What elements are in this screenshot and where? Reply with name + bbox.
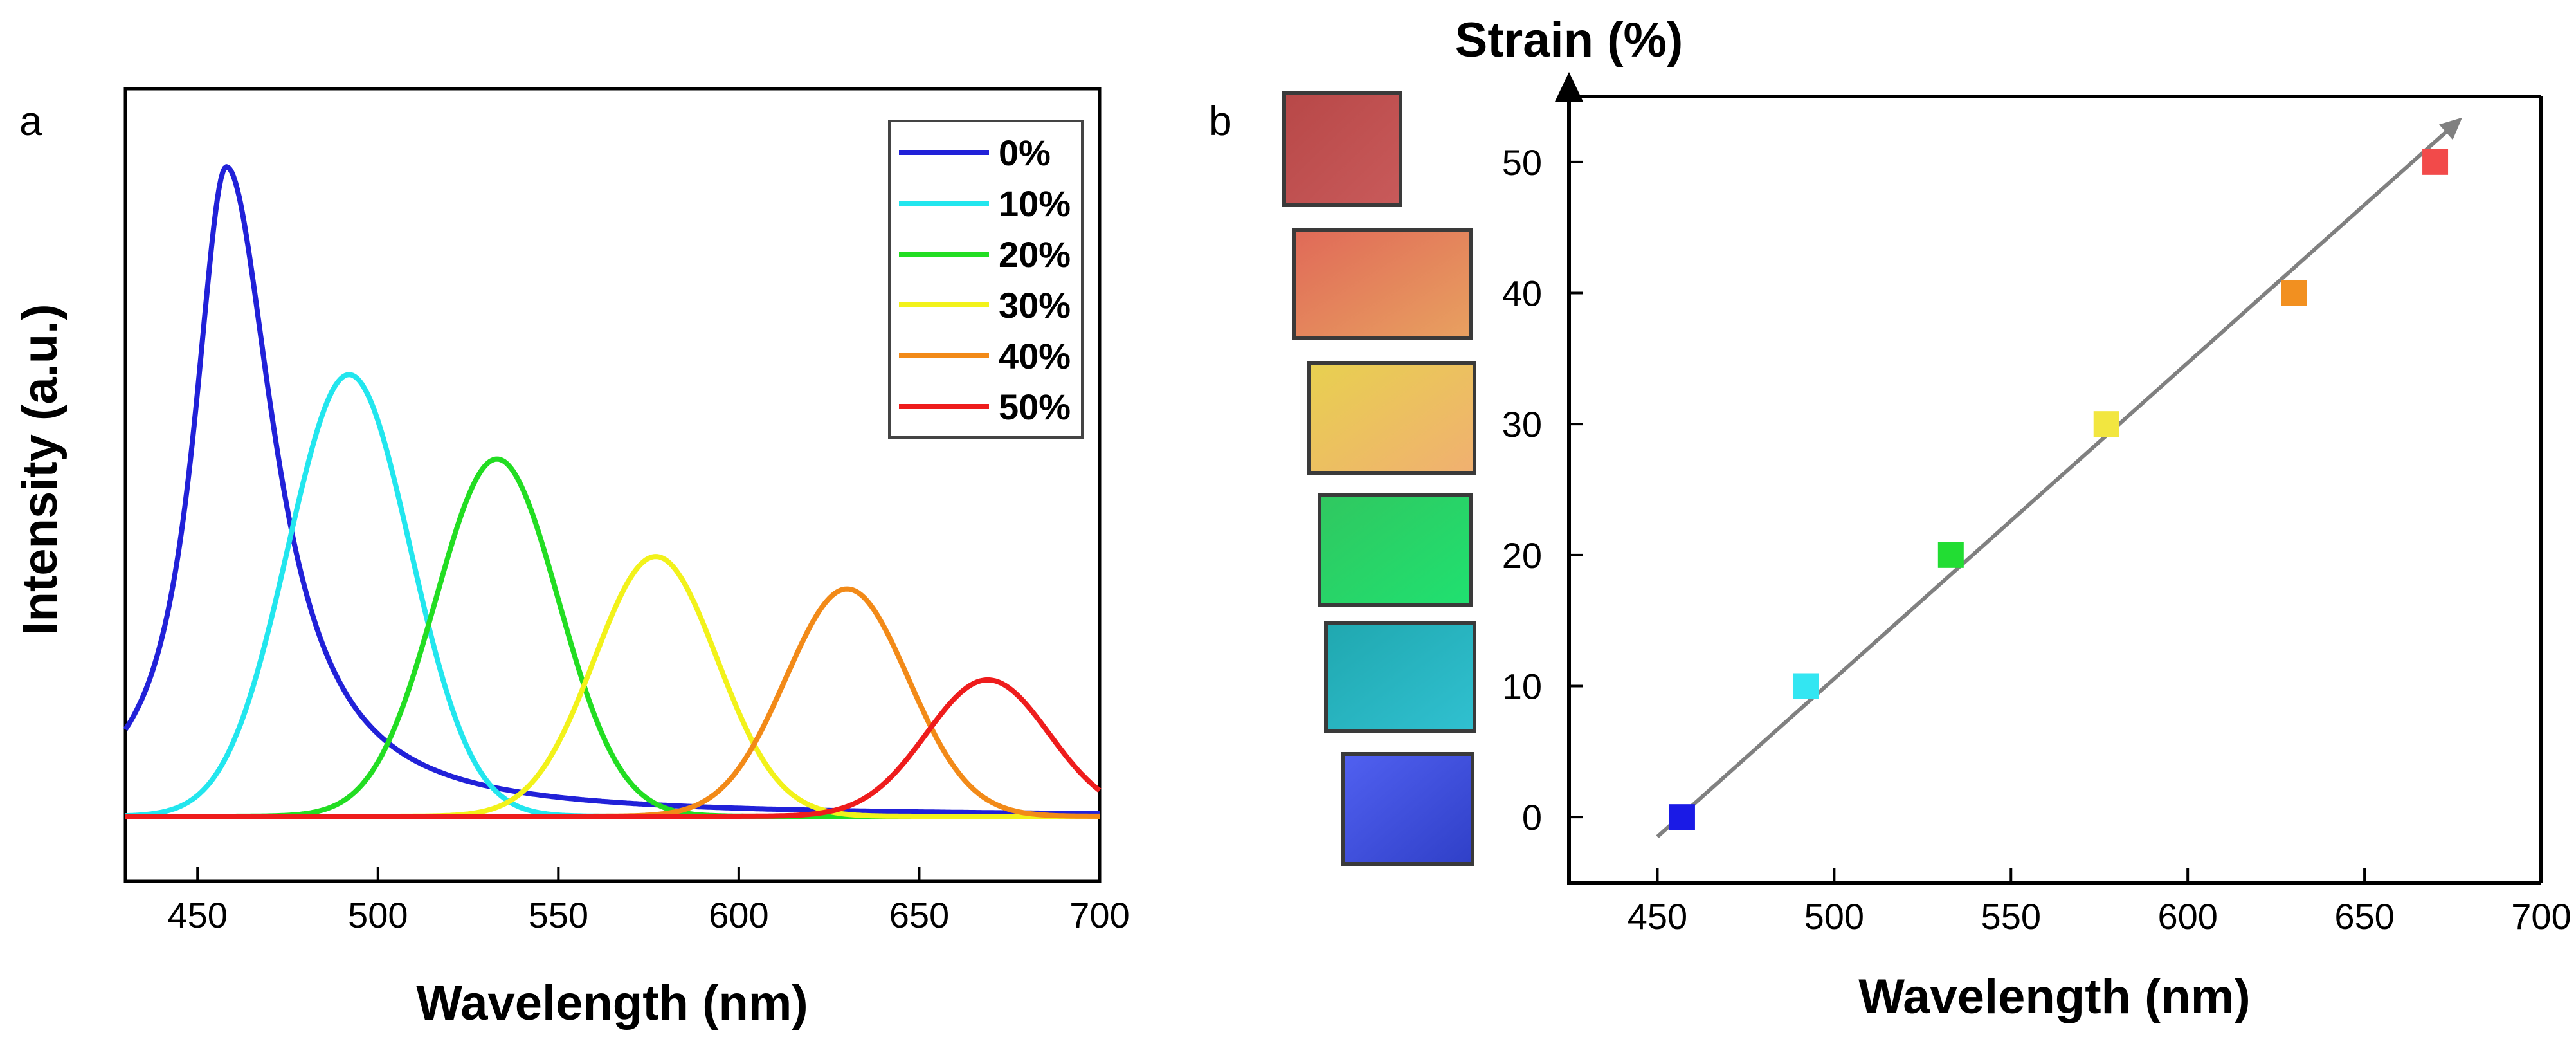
sample-photo-40pct <box>1296 232 1469 336</box>
panel-b-y-axis-arrow <box>1555 72 1583 102</box>
sample-photo-30pct <box>1311 365 1473 471</box>
panel-a-y-axis-title: Intensity (a.u.) <box>13 304 68 635</box>
panel-b-data-point-30pct <box>2093 411 2119 437</box>
panel-b: b 0 10 20 30 40 50 450 500 550 600 650 700 Strain … <box>1209 13 2571 1024</box>
legend-label-50pct: 50% <box>999 387 1071 427</box>
panel-a-x-ticks: 450 500 550 600 650 700 <box>168 867 1130 935</box>
panel-b-data-point-0pct <box>1669 804 1695 830</box>
panel-b-x-tick-label: 500 <box>1804 896 1864 937</box>
panel-b-x-axis-title: Wavelength (nm) <box>1858 969 2250 1024</box>
spectrum-line-0pct <box>123 164 1101 816</box>
panel-b-x-tick-label: 600 <box>2157 896 2217 937</box>
panel-b-y-tick-label: 0 <box>1522 797 1542 838</box>
panel-b-x-tick-label: 650 <box>2334 896 2394 937</box>
panel-b-x-tick-label: 550 <box>1981 896 2041 937</box>
panel-a-letter: a <box>19 98 42 144</box>
sample-photo-20pct <box>1321 497 1469 603</box>
panel-a-x-tick-label: 700 <box>1069 895 1129 935</box>
panel-a-x-tick-label: 600 <box>709 895 768 935</box>
panel-b-y-ticks: 0 10 20 30 40 50 <box>1502 142 1583 838</box>
spectrum-line-50pct <box>124 677 1102 819</box>
panel-a-plot-frame <box>123 87 1102 883</box>
legend-frame <box>888 120 1084 439</box>
sample-photo-column <box>1282 91 1476 866</box>
panel-b-y-tick-label: 20 <box>1502 535 1542 576</box>
panel-a-x-axis-title: Wavelength (nm) <box>416 976 808 1031</box>
panel-b-data-points <box>1669 149 2449 830</box>
panel-b-x-ticks: 450 500 550 600 650 700 <box>1628 868 2571 937</box>
sample-photo-10pct <box>1328 625 1473 729</box>
sample-photo-0pct <box>1345 756 1471 862</box>
panel-b-data-point-40pct <box>2281 280 2307 306</box>
panel-a-series <box>123 164 1102 819</box>
panel-b-x-tick-label: 450 <box>1628 896 1687 937</box>
panel-b-fit-arrowhead <box>2438 117 2462 140</box>
panel-a-x-tick-label: 550 <box>529 895 588 935</box>
legend-label-40pct: 40% <box>999 336 1071 376</box>
panel-b-y-axis-title: Strain (%) <box>1455 13 1683 68</box>
panel-b-fit-line <box>1656 121 2458 838</box>
panel-b-data-point-10pct <box>1793 673 1819 699</box>
spectrum-line-30pct <box>124 554 1101 819</box>
legend-label-0pct: 0% <box>999 133 1051 173</box>
panel-a-x-tick-label: 500 <box>348 895 408 935</box>
sample-photo-50pct <box>1286 95 1399 203</box>
panel-b-data-point-50pct <box>2422 149 2449 175</box>
panel-b-x-tick-label: 700 <box>2511 896 2571 937</box>
panel-b-data-point-20pct <box>1937 542 1964 568</box>
panel-b-y-tick-label: 30 <box>1502 404 1542 445</box>
panel-a-x-tick-label: 450 <box>168 895 228 935</box>
panel-a: a 450 500 550 600 650 700 Wavelength (nm) Int… <box>13 87 1130 1031</box>
panel-b-y-tick-label: 50 <box>1502 142 1542 183</box>
panel-b-y-tick-label: 10 <box>1502 666 1542 707</box>
legend-label-10pct: 10% <box>999 183 1071 224</box>
panel-a-x-tick-label: 650 <box>889 895 949 935</box>
panel-b-axes <box>1555 72 2543 885</box>
legend-label-20pct: 20% <box>999 234 1071 275</box>
panel-b-y-tick-label: 40 <box>1502 273 1542 314</box>
panel-a-legend: 0% 10% 20% 30% 40% 50% <box>888 120 1084 439</box>
legend-label-30pct: 30% <box>999 285 1071 326</box>
panel-b-letter: b <box>1209 98 1232 144</box>
